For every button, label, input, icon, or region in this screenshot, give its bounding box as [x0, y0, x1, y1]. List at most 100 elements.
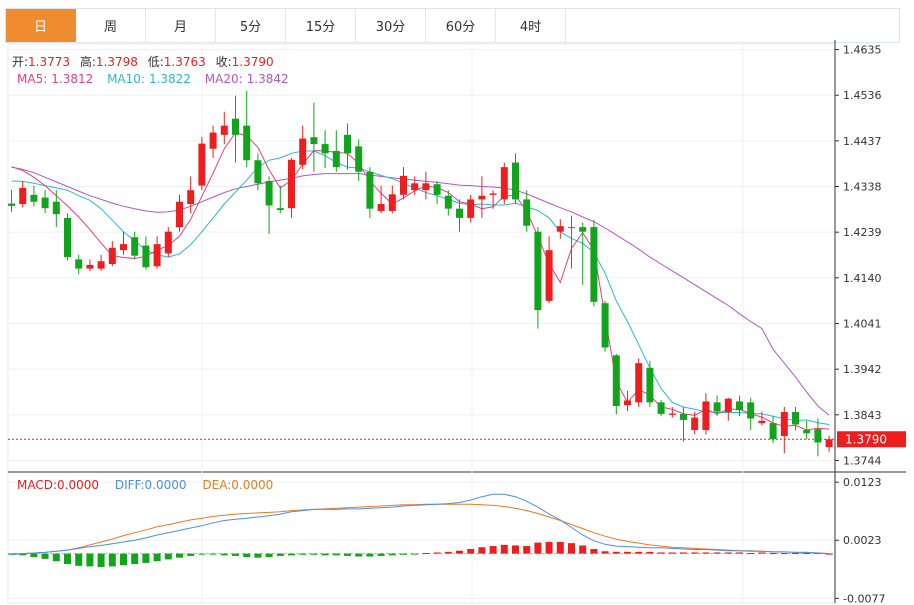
price-tick-label: 1.4140: [843, 272, 882, 285]
ohlc-legend: 开:1.3773 高:1.3798 低:1.3763 收:1.3790: [12, 54, 274, 69]
macd-histogram-bar: [276, 553, 284, 556]
macd-histogram-bar: [243, 553, 251, 558]
macd-histogram-bar: [321, 553, 329, 556]
candle-down: [321, 144, 329, 154]
candle-down: [30, 194, 38, 202]
macd-histogram-bar: [601, 551, 609, 554]
macd-histogram-bar: [545, 541, 553, 554]
candle-down: [792, 412, 799, 425]
close-label: 收:: [216, 55, 232, 69]
tab-3[interactable]: 5分: [216, 9, 286, 42]
macd-label: MACD:: [17, 478, 57, 492]
candle-up: [624, 400, 631, 406]
macd-value: 0.0000: [57, 478, 99, 492]
macd-histogram-bar: [52, 553, 60, 562]
candle-down: [601, 303, 609, 348]
price-tick-label: 1.4635: [843, 44, 882, 57]
price-tick-label: 1.4437: [843, 135, 882, 148]
ma10-label: MA10:: [107, 72, 145, 86]
candle-up: [478, 195, 486, 200]
macd-layer: [8, 493, 835, 567]
macd-histogram-bar: [691, 552, 699, 554]
tab-1[interactable]: 周: [76, 9, 146, 42]
macd-histogram-bar: [803, 553, 811, 555]
macd-histogram-bar: [702, 552, 710, 554]
macd-histogram-bar: [142, 553, 150, 563]
candle-down: [142, 245, 150, 268]
candle-down: [456, 208, 463, 218]
candle-up: [691, 417, 699, 431]
macd-histogram-bar: [388, 553, 396, 556]
candle-down: [75, 259, 83, 269]
macd-histogram-bar: [198, 553, 206, 555]
candle-up: [220, 125, 228, 135]
macd-histogram-bar: [792, 553, 799, 555]
macd-histogram-bar: [366, 553, 374, 557]
candle-down: [41, 197, 49, 209]
macd-histogram-bar: [825, 553, 833, 555]
tab-2[interactable]: 月: [146, 9, 216, 42]
macd-histogram-bar: [355, 553, 363, 557]
macd-histogram-bar: [131, 553, 139, 565]
candle-down: [534, 231, 542, 311]
candle-up: [299, 138, 307, 165]
macd-histogram-bar: [411, 553, 419, 555]
macd-histogram-bar: [747, 553, 755, 555]
candle-down: [713, 402, 721, 412]
tab-7[interactable]: 4时: [496, 9, 566, 42]
candle-up: [187, 190, 195, 205]
candle-up: [556, 226, 564, 232]
low-label: 低:: [148, 55, 164, 69]
macd-tick-label: -0.0077: [843, 592, 885, 605]
open-label: 开:: [12, 55, 28, 69]
dea-line: [11, 503, 830, 555]
macd-histogram-bar: [433, 552, 441, 554]
macd-histogram-bar: [422, 553, 430, 555]
current-price-tag-text: 1.3790: [845, 432, 887, 446]
macd-histogram-bar: [288, 553, 295, 556]
candle-up: [635, 363, 643, 403]
tab-0[interactable]: 日: [6, 9, 76, 42]
candle-down: [433, 184, 441, 195]
dea-value: 0.0000: [231, 478, 273, 492]
candle-up: [164, 231, 172, 254]
candle-down: [52, 201, 60, 215]
candle-down: [254, 160, 262, 184]
candle-up: [668, 413, 676, 415]
candle-down: [265, 180, 273, 206]
low-value: 1.3763: [164, 55, 206, 69]
macd-histogram-bar: [265, 553, 273, 558]
candle-down: [680, 413, 687, 420]
ma-legend: MA5: 1.3812 MA10: 1.3822 MA20: 1.3842: [17, 72, 289, 86]
tab-6[interactable]: 60分: [426, 9, 496, 42]
price-tick-label: 1.4338: [843, 181, 882, 194]
macd-histogram-bar: [769, 553, 777, 555]
high-label: 高:: [80, 54, 96, 69]
candle-up: [86, 264, 94, 269]
price-tick-label: 1.4536: [843, 89, 882, 102]
candle-up: [97, 261, 105, 269]
macd-tick-label: 0.0123: [843, 476, 882, 489]
candle-up: [724, 398, 732, 413]
candle-up: [400, 175, 407, 195]
candle-up: [377, 204, 385, 211]
macd-histogram-bar: [108, 553, 116, 567]
macd-histogram-bar: [456, 550, 463, 554]
candle-down: [131, 237, 139, 256]
macd-histogram-bar: [556, 541, 564, 554]
candle-up: [108, 247, 116, 264]
price-tick-label: 1.4239: [843, 226, 882, 239]
candle-down: [64, 217, 71, 258]
macd-histogram-bar: [724, 552, 732, 554]
macd-legend: MACD:0.0000 DIFF:0.0000 DEA:0.0000: [17, 478, 273, 492]
tab-5[interactable]: 30分: [356, 9, 426, 42]
candle-down: [276, 208, 284, 211]
macd-histogram-bar: [680, 552, 687, 554]
tab-4[interactable]: 15分: [286, 9, 356, 42]
macd-histogram-bar: [657, 552, 665, 554]
macd-histogram-bar: [612, 551, 620, 554]
macd-histogram-bar: [8, 553, 15, 555]
period-tabs: 日周月 5分 15分 30分 60分 4时: [5, 8, 900, 43]
open-value: 1.3773: [28, 55, 70, 69]
macd-histogram-bar: [568, 543, 575, 554]
